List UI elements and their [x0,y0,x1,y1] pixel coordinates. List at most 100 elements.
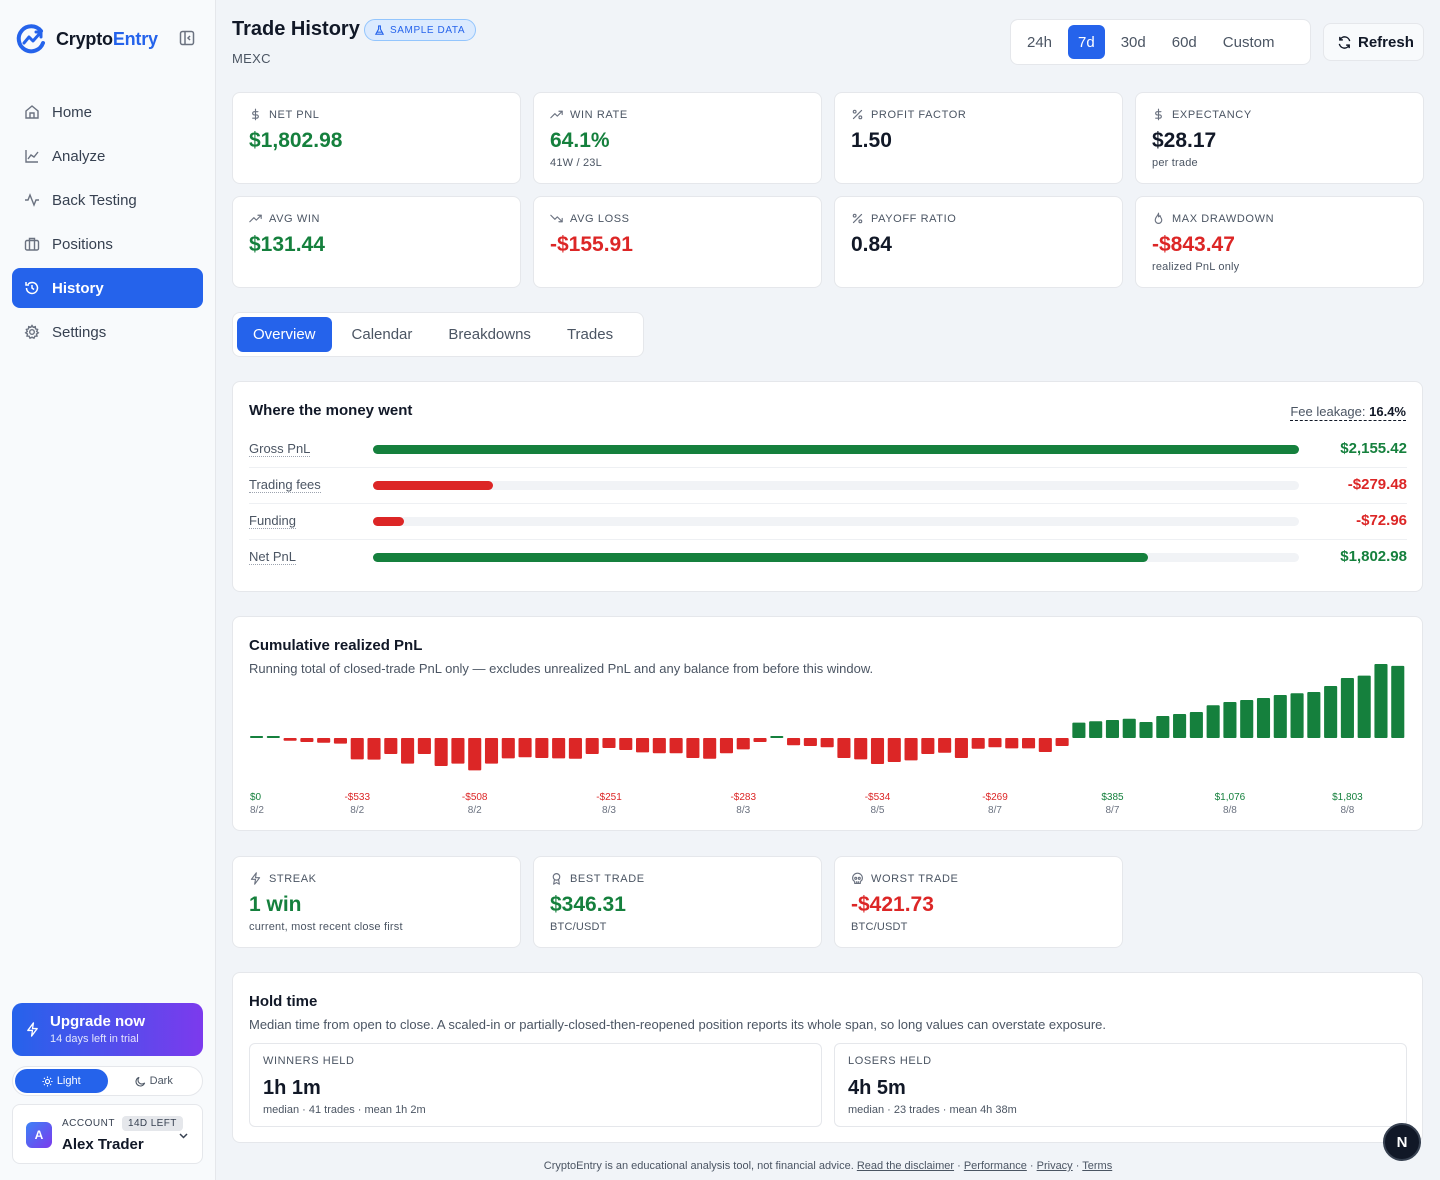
chart-bar[interactable] [652,738,666,754]
chart-bar[interactable] [602,738,616,749]
chart-bar[interactable] [1122,718,1136,738]
privacy-link[interactable]: Privacy [1036,1160,1073,1172]
chart-bar[interactable] [250,736,264,738]
chart-bar[interactable] [317,738,331,743]
chart-bar[interactable] [468,738,482,771]
chart-bar[interactable] [870,738,885,764]
trading-fees-label[interactable]: Trading fees [249,477,321,493]
dev-tools-badge[interactable]: N [1383,1123,1421,1161]
theme-dark-option[interactable]: Dark [108,1069,201,1093]
chart-bar[interactable] [501,738,515,759]
chart-bar[interactable] [887,738,901,762]
chart-bar[interactable] [283,738,297,741]
funding-label[interactable]: Funding [249,513,296,529]
collapse-sidebar-icon[interactable] [178,29,196,47]
upgrade-button[interactable]: Upgrade now 14 days left in trial [12,1003,203,1056]
chart-bar[interactable] [1223,702,1237,738]
chart-bar[interactable] [669,738,683,754]
chart-bar[interactable] [904,738,918,761]
chart-bar[interactable] [1307,692,1321,738]
chart-bar[interactable] [1206,705,1220,738]
chart-bar[interactable] [350,738,364,760]
chart-bar[interactable] [803,738,817,746]
tab-trades[interactable]: Trades [566,326,614,343]
nav-item-back-testing[interactable]: Back Testing [12,180,203,220]
chart-bar[interactable] [1156,716,1170,738]
chart-bar[interactable] [1072,722,1086,738]
range-7d[interactable]: 7d [1068,25,1105,59]
chart-bar[interactable] [434,738,448,766]
chart-bar[interactable] [535,738,549,758]
chart-bar[interactable] [1340,678,1354,738]
account-menu[interactable]: A ACCOUNT 14D LEFT Alex Trader [12,1104,203,1164]
range-60d[interactable]: 60d [1171,33,1197,51]
chart-bar[interactable] [300,738,314,742]
nav-item-positions[interactable]: Positions [12,224,203,264]
fee-leakage[interactable]: Fee leakage: 16.4% [1290,404,1406,421]
terms-link[interactable]: Terms [1082,1160,1113,1172]
chart-bar[interactable] [719,738,733,754]
tab-calendar[interactable]: Calendar [351,326,413,343]
chart-bar[interactable] [1374,664,1388,738]
chart-bar[interactable] [1173,714,1187,738]
chart-bar[interactable] [333,738,347,744]
range-custom[interactable]: Custom [1222,33,1275,51]
chart-bar[interactable] [1089,721,1103,738]
nav-item-analyze[interactable]: Analyze [12,136,203,176]
chart-bar[interactable] [636,738,650,753]
tab-breakdowns[interactable]: Breakdowns [448,326,531,343]
chart-bar[interactable] [686,738,700,758]
chart-bar[interactable] [417,738,431,754]
chart-bar[interactable] [1055,738,1069,746]
brand[interactable]: CryptoEntry [14,22,158,56]
chart-bar[interactable] [1022,738,1036,749]
chart-bar[interactable] [988,738,1002,748]
chart-bar[interactable] [1139,722,1153,738]
chart-bar[interactable] [1273,694,1287,738]
disclaimer-link[interactable]: Read the disclaimer [856,1160,955,1172]
chart-bar[interactable] [1290,693,1304,738]
chart-bar[interactable] [401,738,415,764]
nav-item-home[interactable]: Home [12,92,203,132]
chart-bar[interactable] [1357,675,1371,738]
chart-bar[interactable] [736,738,750,750]
chart-bar[interactable] [837,738,851,758]
chart-bar[interactable] [585,738,599,754]
chart-bar[interactable] [367,738,381,760]
chart-bar[interactable] [1391,665,1405,738]
chart-bar[interactable] [384,738,398,754]
chart-bar[interactable] [484,738,499,764]
refresh-button[interactable]: Refresh [1323,23,1424,61]
chart-bar[interactable] [753,738,767,742]
chart-bar[interactable] [971,738,985,749]
chart-bar[interactable] [1189,712,1203,738]
chart-bar[interactable] [552,738,566,759]
chart-bar[interactable] [568,738,582,759]
chart-bar[interactable] [770,736,784,738]
net-pnl-label[interactable]: Net PnL [249,549,296,565]
chart-bar[interactable] [703,738,717,759]
tab-overview[interactable]: Overview [237,317,332,352]
chart-bar[interactable] [1105,720,1119,738]
gross-pnl-label[interactable]: Gross PnL [249,441,311,457]
chart-bar[interactable] [1324,686,1338,738]
range-30d[interactable]: 30d [1120,33,1146,51]
chart-bar[interactable] [1240,700,1254,738]
chart-bar[interactable] [1038,738,1052,752]
chart-bar[interactable] [854,738,868,760]
chart-bar[interactable] [1256,698,1271,738]
chart-bar[interactable] [787,738,801,746]
nav-item-settings[interactable]: Settings [12,312,203,352]
chart-bar[interactable] [921,738,935,754]
chart-bar[interactable] [1005,738,1019,749]
chart-bar[interactable] [619,738,633,750]
theme-light-option[interactable]: Light [15,1069,108,1093]
chart-bar[interactable] [954,738,968,758]
nav-item-history[interactable]: History [12,268,203,308]
chart-bar[interactable] [820,738,834,748]
performance-link[interactable]: Performance [963,1160,1027,1172]
chart-bar[interactable] [938,738,952,753]
range-24h[interactable]: 24h [1027,33,1053,51]
chart-bar[interactable] [451,738,465,764]
chart-bar[interactable] [518,738,532,758]
